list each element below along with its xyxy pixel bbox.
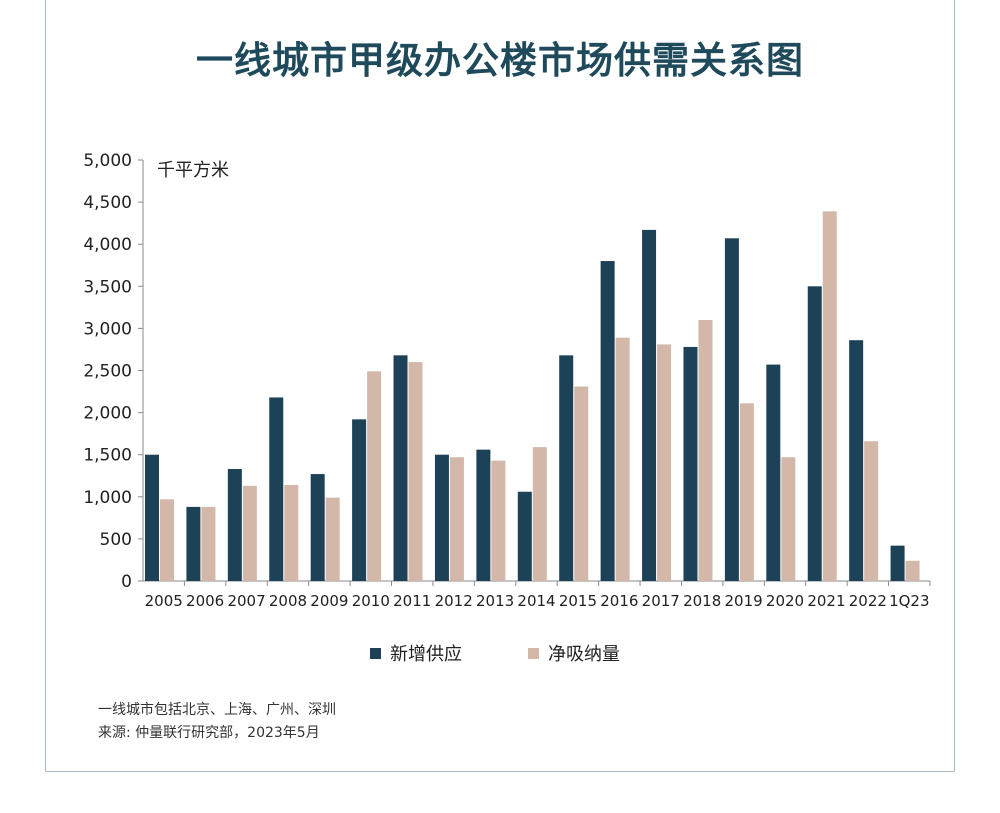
x-tick-label-2009: 2009 — [310, 592, 348, 610]
bar-supply-2013 — [476, 449, 491, 581]
y-tick-label: 3,000 — [83, 319, 132, 339]
bar-absorption-2020 — [781, 457, 796, 581]
bar-supply-2018 — [683, 346, 698, 581]
y-tick-label: 2,000 — [83, 404, 132, 424]
x-tick-label-2010: 2010 — [352, 592, 390, 610]
chart-frame — [45, 0, 955, 772]
x-tick-label-2017: 2017 — [642, 592, 680, 610]
legend-label-supply: 新增供应 — [390, 644, 462, 665]
bar-supply-2006 — [186, 506, 201, 581]
x-tick-label-2013: 2013 — [476, 592, 514, 610]
y-tick-label: 4,000 — [83, 235, 132, 255]
bar-absorption-2017 — [657, 344, 672, 581]
bar-absorption-2006 — [201, 506, 216, 581]
bar-absorption-2010 — [367, 371, 382, 581]
x-tick-label-2011: 2011 — [393, 592, 431, 610]
bar-absorption-2019 — [739, 403, 754, 581]
bar-absorption-2009 — [325, 497, 340, 581]
chart-title: 一线城市甲级办公楼市场供需关系图 — [196, 39, 804, 82]
legend-item-absorption: 净吸纳量 — [528, 640, 620, 666]
legend-label-absorption: 净吸纳量 — [548, 644, 620, 665]
bar-supply-2011 — [393, 355, 408, 581]
x-tick-label-2005: 2005 — [145, 592, 183, 610]
x-tick-label-2018: 2018 — [683, 592, 721, 610]
y-tick-label: 4,500 — [83, 193, 132, 213]
bar-absorption-2012 — [449, 457, 464, 581]
legend-swatch-absorption — [528, 648, 539, 659]
y-tick-label: 2,500 — [83, 362, 132, 382]
x-tick-label-2022: 2022 — [849, 592, 887, 610]
bar-supply-2005 — [145, 454, 159, 581]
bar-supply-2008 — [269, 397, 284, 581]
bar-absorption-2013 — [491, 460, 506, 581]
x-tick-label-2015: 2015 — [559, 592, 597, 610]
source-note: 来源: 仲量联行研究部，2023年5月 — [98, 725, 320, 741]
bar-absorption-2015 — [574, 386, 589, 581]
x-tick-label-2007: 2007 — [227, 592, 265, 610]
y-tick-label: 1,000 — [83, 488, 132, 508]
bar-supply-2015 — [559, 355, 574, 581]
x-tick-label-2020: 2020 — [766, 592, 804, 610]
bar-absorption-2007 — [242, 485, 257, 581]
footnote: 一线城市包括北京、上海、广州、深圳 — [98, 702, 336, 718]
bar-supply-2014 — [517, 491, 532, 581]
y-tick-label: 1,500 — [83, 446, 132, 466]
bar-supply-2021 — [807, 286, 822, 581]
x-tick-label-2006: 2006 — [186, 592, 224, 610]
x-tick-label-2014: 2014 — [517, 592, 555, 610]
bar-supply-2020 — [766, 364, 781, 581]
bar-supply-2007 — [227, 469, 242, 581]
bar-absorption-2016 — [615, 337, 630, 581]
bar-supply-2010 — [352, 419, 367, 581]
bar-absorption-2011 — [408, 362, 423, 581]
legend-swatch-supply — [370, 648, 381, 659]
bar-absorption-2022 — [864, 441, 879, 581]
x-tick-label-2019: 2019 — [725, 592, 763, 610]
legend-item-supply: 新增供应 — [370, 640, 462, 666]
bar-supply-2016 — [600, 261, 615, 581]
x-tick-label-2012: 2012 — [435, 592, 473, 610]
x-tick-label-1Q23: 1Q23 — [889, 592, 929, 610]
y-tick-label: 3,500 — [83, 277, 132, 297]
bar-absorption-1Q23 — [905, 560, 920, 581]
x-tick-label-2008: 2008 — [269, 592, 307, 610]
bar-supply-1Q23 — [890, 545, 905, 581]
bar-supply-2017 — [642, 229, 657, 582]
bar-supply-2012 — [434, 454, 449, 581]
x-tick-label-2016: 2016 — [600, 592, 638, 610]
y-tick-label: 500 — [100, 530, 132, 550]
bar-absorption-2014 — [532, 447, 547, 581]
bar-supply-2022 — [849, 340, 864, 581]
y-tick-label: 0 — [121, 572, 132, 592]
bar-absorption-2008 — [284, 485, 299, 581]
bar-absorption-2021 — [822, 211, 837, 581]
x-tick-label-2021: 2021 — [807, 592, 845, 610]
bar-supply-2019 — [724, 238, 739, 581]
bar-absorption-2018 — [698, 319, 713, 581]
bar-supply-2009 — [310, 474, 325, 581]
y-unit-label: 千平方米 — [157, 160, 229, 181]
y-tick-label: 5,000 — [83, 151, 132, 171]
bar-absorption-2005 — [160, 499, 174, 581]
